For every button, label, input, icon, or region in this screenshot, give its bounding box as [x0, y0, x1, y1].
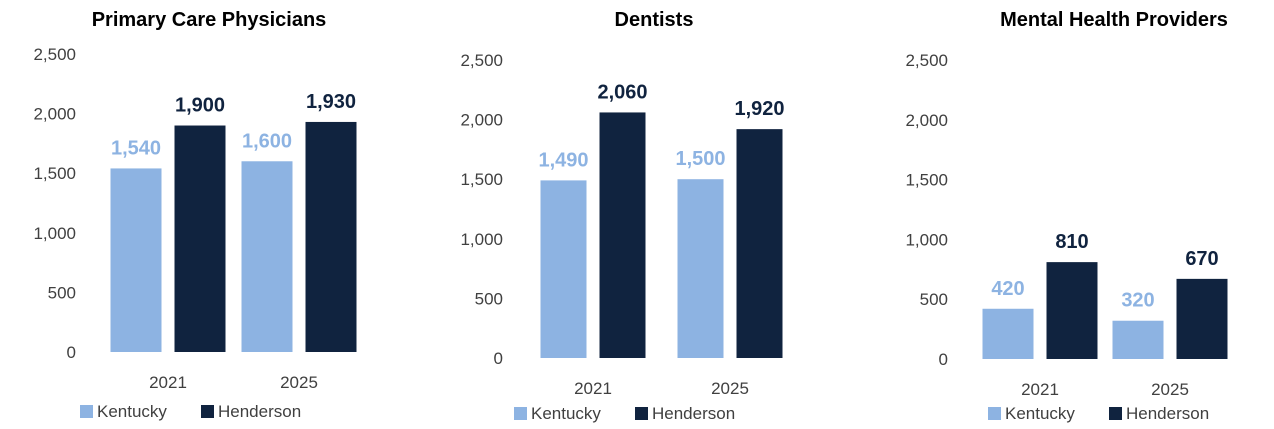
bar-kentucky-2021	[110, 168, 162, 352]
y-tick-label: 1,000	[905, 230, 948, 249]
bar-kentucky-2025	[677, 179, 724, 358]
x-tick-label: 2021	[1021, 380, 1059, 399]
y-tick-label: 1,000	[460, 230, 503, 249]
bar-henderson-2021	[599, 112, 646, 358]
x-tick-label: 2025	[1151, 380, 1189, 399]
legend-label-henderson: Henderson	[1126, 404, 1209, 423]
y-tick-label: 1,500	[33, 164, 76, 183]
data-label-henderson-2021: 1,900	[175, 95, 225, 117]
data-label-henderson-2025: 670	[1185, 248, 1218, 270]
y-tick-label: 1,500	[905, 171, 948, 190]
data-label-henderson-2021: 2,060	[597, 81, 647, 103]
y-tick-label: 0	[494, 349, 503, 368]
data-label-kentucky-2025: 320	[1121, 290, 1154, 312]
x-tick-label: 2025	[711, 379, 749, 398]
legend-label-henderson: Henderson	[652, 404, 735, 423]
y-tick-label: 500	[920, 290, 948, 309]
chart-title: Primary Care Physicians	[92, 9, 327, 31]
data-label-kentucky-2025: 1,500	[675, 148, 725, 170]
legend-swatch-kentucky	[988, 407, 1001, 420]
bar-kentucky-2025	[241, 161, 293, 352]
chart-title: Dentists	[615, 9, 694, 31]
y-tick-label: 0	[67, 343, 76, 362]
x-tick-label: 2025	[280, 373, 318, 392]
y-tick-label: 500	[48, 283, 76, 302]
y-tick-label: 1,500	[460, 170, 503, 189]
bar-henderson-2025	[736, 129, 783, 358]
y-tick-label: 2,500	[460, 51, 503, 70]
data-label-kentucky-2021: 1,540	[111, 137, 161, 159]
legend-swatch-kentucky	[80, 405, 93, 418]
data-label-kentucky-2021: 420	[991, 278, 1024, 300]
data-label-henderson-2025: 1,920	[734, 98, 784, 120]
legend-swatch-henderson	[635, 407, 648, 420]
legend-swatch-kentucky	[514, 407, 527, 420]
y-tick-label: 2,000	[905, 111, 948, 130]
chart-title: Mental Health Providers	[1000, 9, 1228, 31]
data-label-kentucky-2025: 1,600	[242, 130, 292, 152]
legend-swatch-henderson	[201, 405, 214, 418]
y-tick-label: 2,000	[33, 105, 76, 124]
legend-label-kentucky: Kentucky	[1005, 404, 1075, 423]
data-label-henderson-2021: 810	[1055, 231, 1088, 253]
bar-henderson-2021	[1046, 262, 1098, 359]
legend-label-kentucky: Kentucky	[531, 404, 601, 423]
legend-label-henderson: Henderson	[218, 402, 301, 421]
legend-swatch-henderson	[1109, 407, 1122, 420]
y-tick-label: 2,000	[460, 111, 503, 130]
bar-kentucky-2021	[982, 308, 1034, 359]
x-tick-label: 2021	[574, 379, 612, 398]
data-label-henderson-2025: 1,930	[306, 91, 356, 113]
bar-henderson-2025	[1176, 278, 1228, 359]
y-tick-label: 2,500	[905, 51, 948, 70]
y-tick-label: 500	[475, 289, 503, 308]
bar-kentucky-2025	[1112, 320, 1164, 359]
bar-kentucky-2021	[540, 180, 587, 358]
x-tick-label: 2021	[149, 373, 187, 392]
y-tick-label: 0	[939, 350, 948, 369]
y-tick-label: 1,000	[33, 224, 76, 243]
bar-henderson-2021	[174, 125, 226, 353]
bar-henderson-2025	[305, 121, 357, 352]
y-tick-label: 2,500	[33, 45, 76, 64]
data-label-kentucky-2021: 1,490	[538, 149, 588, 171]
legend-label-kentucky: Kentucky	[97, 402, 167, 421]
